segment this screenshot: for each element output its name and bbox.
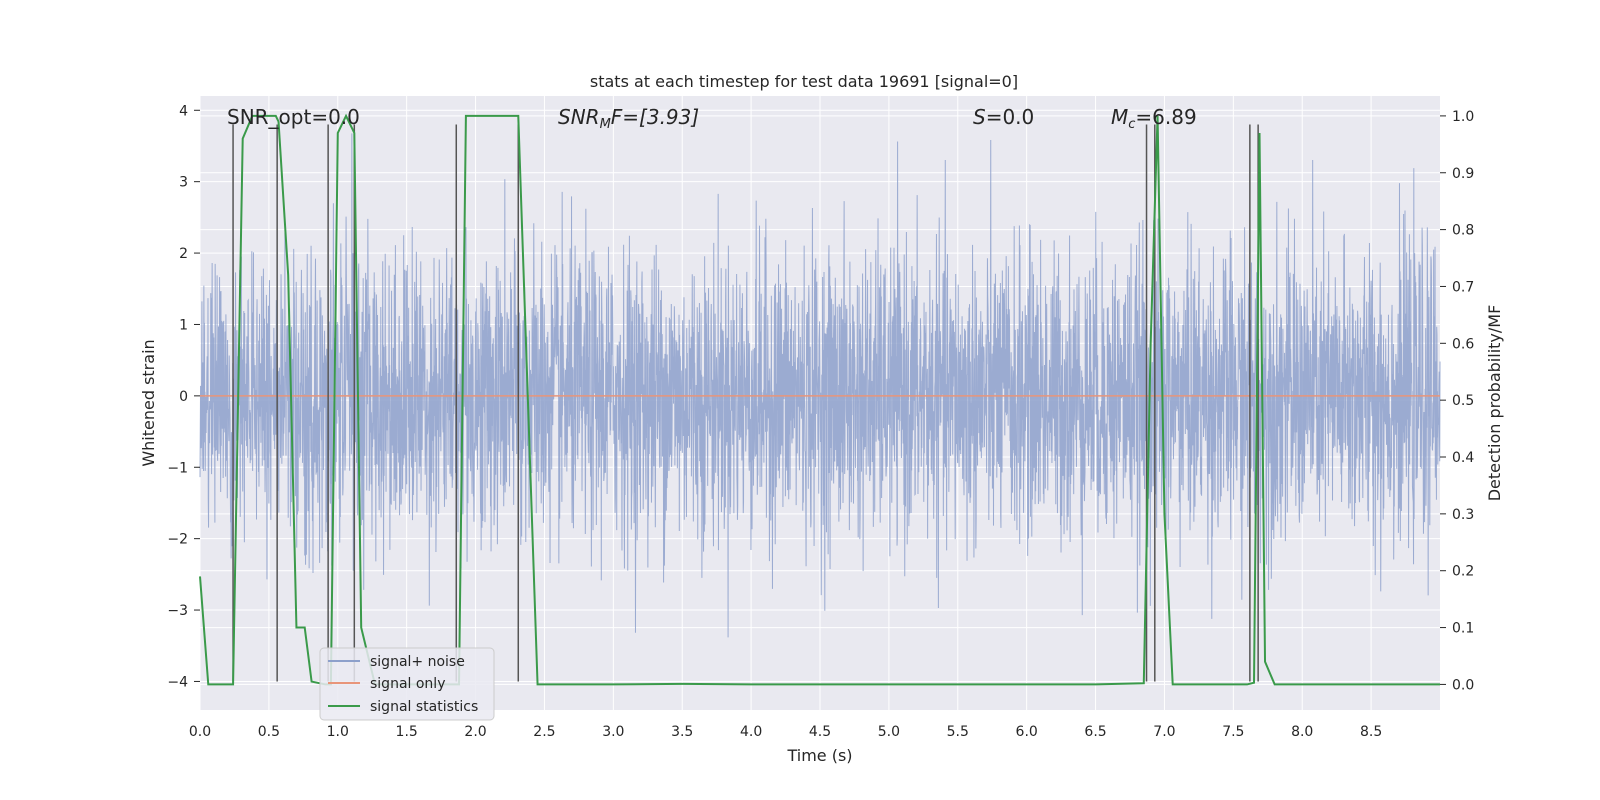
x-axis-label: Time (s) bbox=[786, 746, 852, 765]
y2-axis-ticks: 1.0 0.9 0.8 0.7 0.6 0.5 0.4 0.3 0.2 0.1 0.0 bbox=[1440, 109, 1474, 693]
signal-statistics-series bbox=[199, 113, 1440, 686]
y2-tick-label-4: 0.6 bbox=[1452, 336, 1474, 352]
x-tick-label-5: 2.5 bbox=[533, 724, 555, 740]
x-tick-label-1: 0.5 bbox=[258, 724, 280, 740]
signal-noise-series bbox=[199, 133, 1441, 638]
y2-tick-label-7: 0.3 bbox=[1452, 507, 1474, 523]
y2-tick-label-8: 0.2 bbox=[1452, 564, 1474, 580]
x-axis-ticks: 0.0 0.5 1.0 1.5 2.0 2.5 3.0 3.5 4.0 4.5 5.0 5.5 6.0 6… bbox=[189, 724, 1382, 740]
y2-tick-label-3: 0.7 bbox=[1452, 279, 1474, 295]
noise-line bbox=[199, 133, 1441, 638]
annotation-snr-mf-prefix: SNR bbox=[558, 105, 600, 129]
y-tick-label-0: 4 bbox=[179, 103, 188, 119]
annotation-mc-rest: =6.89 bbox=[1135, 105, 1196, 129]
annotation-mc-var: M bbox=[1111, 105, 1128, 129]
legend-entry-noise: signal+ noise bbox=[370, 654, 465, 670]
x-tick-label-2: 1.0 bbox=[327, 724, 349, 740]
x-tick-label-0: 0.0 bbox=[189, 724, 211, 740]
legend-entry-stats: signal statistics bbox=[370, 699, 478, 715]
y2-tick-label-6: 0.4 bbox=[1452, 450, 1474, 466]
x-tick-label-15: 7.5 bbox=[1222, 724, 1244, 740]
legend: signal+ noise signal only signal statist… bbox=[319, 647, 495, 721]
x-tick-label-17: 8.5 bbox=[1360, 724, 1382, 740]
x-tick-label-12: 6.0 bbox=[1016, 724, 1038, 740]
annotation-mc-sub: c bbox=[1128, 117, 1135, 132]
annotation-snr-opt: SNR_opt=0.0 bbox=[227, 105, 360, 129]
y2-tick-label-5: 0.5 bbox=[1452, 393, 1474, 409]
y-tick-label-8: −4 bbox=[167, 674, 188, 690]
x-tick-label-4: 2.0 bbox=[464, 724, 486, 740]
annotation-snr-mf-rest: F=[3.93] bbox=[611, 105, 699, 129]
x-tick-label-16: 8.0 bbox=[1291, 724, 1313, 740]
x-tick-label-9: 4.5 bbox=[809, 724, 831, 740]
y-tick-label-4: 0 bbox=[179, 389, 188, 405]
y-tick-label-6: −2 bbox=[167, 532, 188, 548]
y2-tick-label-1: 0.9 bbox=[1452, 166, 1474, 182]
x-tick-label-10: 5.0 bbox=[878, 724, 900, 740]
y2-tick-label-2: 0.8 bbox=[1452, 223, 1474, 239]
y2-tick-label-9: 0.1 bbox=[1452, 621, 1474, 637]
x-tick-label-8: 4.0 bbox=[740, 724, 762, 740]
annotation-snr-mf: SNRMF=[3.93] bbox=[558, 105, 699, 132]
y-tick-label-3: 1 bbox=[179, 317, 188, 333]
annotation-s-var: S bbox=[973, 105, 986, 129]
y2-tick-label-0: 1.0 bbox=[1452, 109, 1474, 125]
y-axis-label: Whitened strain bbox=[139, 339, 158, 466]
x-tick-label-7: 3.5 bbox=[671, 724, 693, 740]
annotation-s-rest: =0.0 bbox=[986, 105, 1035, 129]
x-tick-label-3: 1.5 bbox=[396, 724, 418, 740]
x-tick-label-14: 7.0 bbox=[1153, 724, 1175, 740]
legend-entry-signal: signal only bbox=[370, 676, 445, 692]
x-tick-label-13: 6.5 bbox=[1084, 724, 1106, 740]
annotation-s: S=0.0 bbox=[973, 105, 1034, 129]
y-axis-ticks: 4 3 2 1 0 −1 −2 −3 −4 bbox=[167, 103, 200, 690]
annotation-mc: Mc=6.89 bbox=[1111, 105, 1197, 132]
y2-tick-label-10: 0.0 bbox=[1452, 677, 1474, 693]
chart-title: stats at each timestep for test data 196… bbox=[590, 72, 1018, 91]
y-tick-label-5: −1 bbox=[167, 460, 188, 476]
y-tick-label-1: 3 bbox=[179, 175, 188, 191]
annotation-snr-mf-sub: M bbox=[600, 117, 611, 132]
annotations: SNR_opt=0.0 SNRMF=[3.93] S=0.0 Mc=6.89 bbox=[227, 105, 1197, 132]
x-tick-label-6: 3.0 bbox=[602, 724, 624, 740]
y2-axis-label: Detection probability/MF bbox=[1485, 305, 1504, 502]
y-tick-label-7: −3 bbox=[167, 603, 188, 619]
signal-statistics-line bbox=[199, 113, 1440, 686]
legend-box bbox=[319, 647, 495, 721]
y-tick-label-2: 2 bbox=[179, 246, 188, 262]
x-tick-label-11: 5.5 bbox=[947, 724, 969, 740]
